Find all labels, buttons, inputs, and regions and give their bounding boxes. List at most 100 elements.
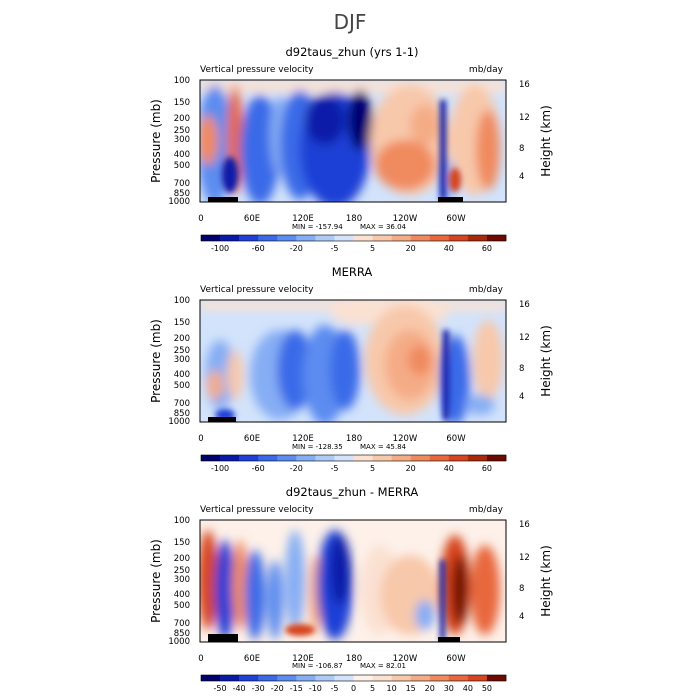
colorbar-swatch xyxy=(220,455,240,461)
y-tick-label: 100 xyxy=(174,296,190,306)
y-tick-label: 300 xyxy=(174,135,190,145)
height-tick-label: 8 xyxy=(519,144,524,154)
colorbar-swatch xyxy=(277,675,297,681)
colorbar-swatch xyxy=(448,235,469,241)
units-label: mb/day xyxy=(469,505,504,515)
colorbar-label: 5 xyxy=(370,244,375,253)
y-axis-title: Pressure (mb) xyxy=(149,99,163,183)
y-axis-right-title: Height (km) xyxy=(539,545,553,616)
x-tick-label: 60W xyxy=(446,434,466,444)
height-tick-label: 4 xyxy=(519,172,524,182)
x-tick-label: 60W xyxy=(446,654,466,664)
y-tick-label: 250 xyxy=(174,126,190,136)
y-tick-label: 700 xyxy=(174,619,190,629)
colorbar-label: 15 xyxy=(406,684,416,693)
x-tick-label: 120E xyxy=(292,434,314,444)
y-axis-right: 16 12 8 4 Height (km) xyxy=(519,80,553,182)
y-tick-label: 850 xyxy=(174,189,190,199)
colorbar-swatch xyxy=(334,455,354,461)
max-label: MAX = 36.04 xyxy=(360,223,407,231)
colorbar-swatch xyxy=(429,235,450,241)
colorbar-swatch xyxy=(296,455,316,461)
colorbar-swatch xyxy=(353,235,373,241)
height-tick-label: 12 xyxy=(519,113,530,123)
colorbar-label: 20 xyxy=(406,244,416,253)
x-tick-label: 60E xyxy=(244,654,260,664)
colorbar-label: -15 xyxy=(290,684,303,693)
x-tick-label: 0 xyxy=(198,654,203,664)
height-tick-label: 4 xyxy=(519,392,524,402)
colorbar-swatch xyxy=(258,455,278,461)
max-label: MAX = 82.01 xyxy=(360,662,406,670)
panel-title: d92taus_zhun (yrs 1-1) xyxy=(285,45,418,59)
y-axis-left: 100 150 200 250 300 400 500 700 850 1000… xyxy=(149,76,190,207)
colorbar-label: 40 xyxy=(444,244,454,253)
variable-label: Vertical pressure velocity xyxy=(200,285,314,295)
x-tick-label: 60E xyxy=(244,214,260,224)
colorbar-swatch xyxy=(467,455,488,461)
colorbar: -50 -40 -30 -20 -15 -10 -5 0 5 10 15 20 30 40 50 xyxy=(200,674,507,693)
colorbar-swatch xyxy=(467,675,488,681)
y-axis-right-title: Height (km) xyxy=(539,105,553,176)
y-tick-label: 500 xyxy=(174,601,190,611)
colorbar-swatch xyxy=(201,235,221,241)
colorbar-swatch xyxy=(429,675,450,681)
y-tick-label: 700 xyxy=(174,399,190,409)
colorbar-label: -20 xyxy=(290,244,303,253)
colorbar-label: -40 xyxy=(233,684,246,693)
colorbar-swatch xyxy=(239,455,259,461)
height-tick-label: 16 xyxy=(519,520,530,530)
x-axis: 0 60E 120E 180 120W 60W xyxy=(198,654,466,664)
y-tick-label: 250 xyxy=(174,346,190,356)
colorbar-swatch xyxy=(220,235,240,241)
colorbar-swatch xyxy=(334,675,354,681)
max-label: MAX = 45.84 xyxy=(360,443,407,451)
colorbar-swatch xyxy=(448,675,469,681)
y-axis-right: 16 12 8 4 Height (km) xyxy=(519,520,553,622)
x-tick-label: 180 xyxy=(346,434,362,444)
colorbar-swatch xyxy=(201,675,221,681)
y-tick-label: 400 xyxy=(174,590,190,600)
y-axis-right-title: Height (km) xyxy=(539,325,553,396)
colorbar-swatch xyxy=(239,235,259,241)
colorbar-label: -5 xyxy=(330,464,338,473)
y-axis-title: Pressure (mb) xyxy=(149,539,163,623)
variable-label: Vertical pressure velocity xyxy=(200,65,314,75)
colorbar-label: -20 xyxy=(271,684,284,693)
colorbar-swatch xyxy=(410,455,431,461)
y-tick-label: 200 xyxy=(174,334,190,344)
y-tick-label: 100 xyxy=(174,516,190,526)
colorbar-swatch xyxy=(201,455,221,461)
colorbar-label: -30 xyxy=(252,684,265,693)
contour-field xyxy=(199,79,507,203)
y-tick-label: 400 xyxy=(174,150,190,160)
y-tick-label: 150 xyxy=(174,98,190,108)
panel-title: MERRA xyxy=(332,265,373,279)
variable-label: Vertical pressure velocity xyxy=(200,505,314,515)
y-tick-label: 500 xyxy=(174,381,190,391)
colorbar-label: 50 xyxy=(482,684,492,693)
y-tick-label: 200 xyxy=(174,554,190,564)
panel-title: d92taus_zhun - MERRA xyxy=(286,485,419,499)
colorbar-swatch xyxy=(334,235,354,241)
colorbar-swatch xyxy=(258,235,278,241)
y-tick-label: 300 xyxy=(174,575,190,585)
y-axis-left: 100 150 200 250 300 400 500 700 850 1000… xyxy=(149,516,190,647)
min-label: MIN = -157.94 xyxy=(292,223,343,231)
height-tick-label: 16 xyxy=(519,80,530,90)
colorbar-swatch xyxy=(296,675,316,681)
colorbar-swatch xyxy=(258,675,278,681)
y-tick-label: 1000 xyxy=(168,197,190,207)
contour-field xyxy=(199,299,507,423)
x-tick-label: 120E xyxy=(292,654,314,664)
y-tick-label: 100 xyxy=(174,76,190,86)
x-tick-label: 120E xyxy=(292,214,314,224)
x-tick-label: 180 xyxy=(346,214,362,224)
colorbar: -100 -60 -20 -5 5 20 40 60 xyxy=(200,234,507,253)
colorbar-swatch xyxy=(296,235,316,241)
panel-1: d92taus_zhun (yrs 1-1) Vertical pressure… xyxy=(149,45,553,253)
colorbar-label: -5 xyxy=(330,684,338,693)
colorbar-label: 40 xyxy=(444,464,454,473)
colorbar-swatch xyxy=(410,235,431,241)
colorbar-label: -100 xyxy=(211,464,229,473)
